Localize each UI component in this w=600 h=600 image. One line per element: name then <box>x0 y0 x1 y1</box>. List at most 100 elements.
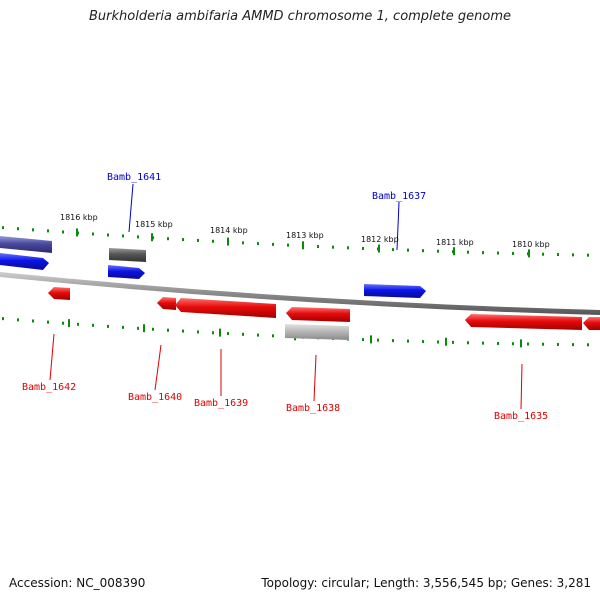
scale-label: 1815 kbp <box>135 220 173 229</box>
minor-tick <box>257 333 259 337</box>
gene-label-bamb-1638: Bamb_1638 <box>286 403 340 414</box>
minor-tick <box>542 342 544 346</box>
minor-tick <box>122 234 124 238</box>
gene-label-bamb-1641: Bamb_1641 <box>107 172 161 183</box>
scale-label: 1810 kbp <box>512 240 550 249</box>
scale-label: 1812 kbp <box>361 235 399 244</box>
minor-tick <box>257 242 259 246</box>
major-tick <box>219 328 221 337</box>
minor-tick <box>167 328 169 332</box>
major-tick <box>227 237 229 246</box>
gene-reverse-bamb-1638 <box>286 307 350 322</box>
minor-tick <box>557 253 559 257</box>
minor-tick <box>242 241 244 245</box>
minor-tick <box>32 319 34 323</box>
minor-tick <box>107 324 109 328</box>
scale-ticks-outer <box>2 226 589 258</box>
minor-tick <box>332 245 334 249</box>
minor-tick <box>17 227 19 231</box>
major-tick <box>151 233 153 242</box>
minor-tick <box>527 342 529 346</box>
major-tick <box>68 319 70 328</box>
minor-tick <box>422 340 424 344</box>
minor-tick <box>17 318 19 322</box>
minor-tick <box>572 343 574 347</box>
major-tick <box>143 324 145 333</box>
minor-tick <box>77 322 79 326</box>
minor-tick <box>362 246 364 250</box>
minor-tick <box>227 332 229 336</box>
minor-tick <box>512 251 514 255</box>
minor-tick <box>272 334 274 338</box>
minor-tick <box>152 327 154 331</box>
rna-feature-dark <box>109 248 146 262</box>
minor-tick <box>482 341 484 345</box>
minor-tick <box>422 249 424 253</box>
minor-tick <box>497 251 499 255</box>
gene-label-bamb-1642: Bamb_1642 <box>22 382 76 393</box>
minor-tick <box>107 233 109 237</box>
gene-reverse-bamb-1640 <box>157 297 176 310</box>
major-tick <box>76 228 78 237</box>
minor-tick <box>197 330 199 334</box>
minor-tick <box>392 339 394 343</box>
minor-tick <box>437 340 439 344</box>
minor-tick <box>137 235 139 239</box>
minor-tick <box>182 238 184 242</box>
major-tick <box>453 247 455 256</box>
gene-label-bamb-1639: Bamb_1639 <box>194 398 248 409</box>
minor-tick <box>92 232 94 236</box>
minor-tick <box>542 252 544 256</box>
minor-tick <box>497 341 499 345</box>
minor-tick <box>377 338 379 342</box>
gene-forward-bamb-1641 <box>108 265 145 279</box>
gene-forward <box>0 253 49 270</box>
minor-tick <box>467 250 469 254</box>
minor-tick <box>62 321 64 325</box>
scale-label: 1814 kbp <box>210 226 248 235</box>
minor-tick <box>437 249 439 253</box>
minor-tick <box>587 253 589 257</box>
major-tick <box>302 241 304 250</box>
minor-tick <box>512 342 514 346</box>
minor-tick <box>287 243 289 247</box>
minor-tick <box>362 338 364 342</box>
minor-tick <box>317 245 319 249</box>
scale-label: 1811 kbp <box>436 238 474 247</box>
callout-line <box>49 333 55 381</box>
minor-tick <box>122 325 124 329</box>
gene-reverse-bamb-1642 <box>48 287 70 300</box>
minor-tick <box>2 317 4 321</box>
minor-tick <box>452 340 454 344</box>
major-tick <box>370 335 372 344</box>
gene-label-bamb-1637: Bamb_1637 <box>372 191 426 202</box>
gene-label-bamb-1635: Bamb_1635 <box>494 411 548 422</box>
callout-line <box>396 201 400 251</box>
minor-tick <box>587 343 589 347</box>
genome-summary-text: Topology: circular; Length: 3,556,545 bp… <box>261 576 591 590</box>
minor-tick <box>407 339 409 343</box>
minor-tick <box>272 242 274 246</box>
minor-tick <box>2 226 4 230</box>
minor-tick <box>557 342 559 346</box>
minor-tick <box>467 341 469 345</box>
callout-line <box>313 354 317 402</box>
major-tick <box>520 339 522 348</box>
scale-label: 1816 kbp <box>60 213 98 222</box>
minor-tick <box>32 228 34 232</box>
map-title: Burkholderia ambifaria AMMD chromosome 1… <box>88 9 512 24</box>
accession-text: Accession: NC_008390 <box>9 576 146 590</box>
chromosome-backbone <box>0 272 600 315</box>
minor-tick <box>347 246 349 250</box>
minor-tick <box>47 320 49 324</box>
minor-tick <box>392 248 394 252</box>
minor-tick <box>92 323 94 327</box>
gene-label-bamb-1640: Bamb_1640 <box>128 392 182 403</box>
minor-tick <box>407 248 409 252</box>
major-tick <box>445 337 447 346</box>
minor-tick <box>47 229 49 233</box>
callout-line <box>154 344 162 391</box>
rna-feature-light <box>285 324 349 340</box>
feature-other <box>0 236 52 253</box>
